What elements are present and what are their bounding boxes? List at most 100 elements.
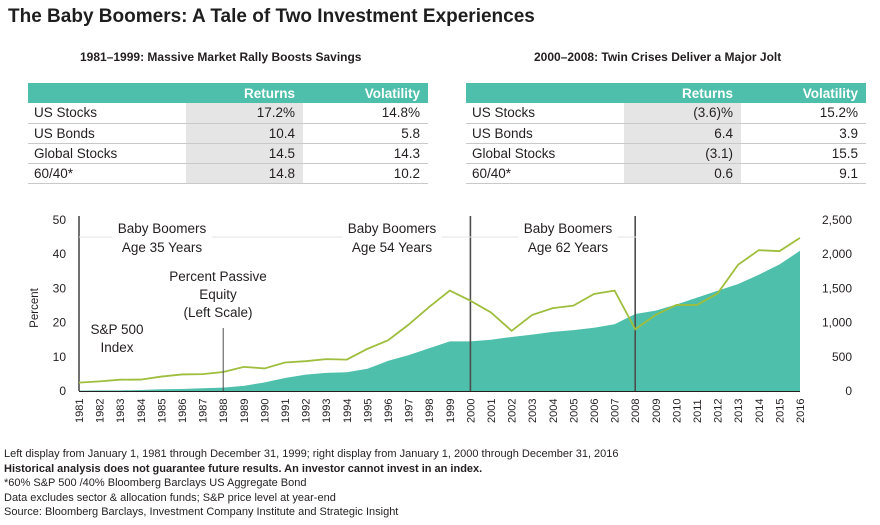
returns-cell: 6.4 — [624, 123, 741, 144]
x-axis-tick-label: 2012 — [713, 399, 725, 423]
row-label: US Bonds — [28, 123, 186, 144]
table-header-row: Returns Volatility — [466, 83, 866, 103]
x-axis-tick-label: 2001 — [486, 399, 498, 423]
boomer-age-35-label-background — [112, 219, 212, 261]
x-axis-tick-label: 1996 — [383, 399, 395, 423]
row-label: Global Stocks — [466, 143, 624, 164]
x-axis-tick-label: 1992 — [301, 399, 313, 423]
table-row: US Bonds 10.4 5.8 — [28, 123, 428, 144]
volatility-cell: 5.8 — [303, 123, 428, 144]
page-title: The Baby Boomers: A Tale of Two Investme… — [8, 6, 535, 27]
x-axis-tick-label: 2003 — [527, 399, 539, 423]
footnote-source: Source: Bloomberg Barclays, Investment C… — [4, 506, 399, 519]
left-axis-tick-label: 50 — [53, 213, 67, 227]
right-axis-tick-label: 2,500 — [822, 213, 852, 227]
table-header-row: Returns Volatility — [28, 83, 428, 103]
volatility-cell: 15.2% — [741, 103, 866, 124]
x-axis-tick-label: 2008 — [630, 399, 642, 423]
table-row: US Stocks 17.2% 14.8% — [28, 103, 428, 124]
x-axis-tick-label: 2015 — [774, 399, 786, 423]
x-axis-tick-label: 1994 — [342, 399, 354, 423]
volatility-cell: 15.5 — [741, 143, 866, 164]
x-axis-tick-label: 1995 — [362, 399, 374, 423]
table-row: US Stocks (3.6)% 15.2% — [466, 103, 866, 124]
table-row: Global Stocks 14.5 14.3 — [28, 143, 428, 164]
header-returns: Returns — [624, 83, 741, 103]
volatility-cell: 14.3 — [303, 143, 428, 164]
table-row: 60/40* 0.6 9.1 — [466, 163, 866, 184]
right-axis-tick-label: 1,500 — [822, 281, 852, 295]
table-panel-2000-2008: 2000–2008: Twin Crises Deliver a Major J… — [466, 50, 866, 184]
left-axis-title: Percent — [29, 287, 41, 327]
table-title: 2000–2008: Twin Crises Deliver a Major J… — [534, 50, 782, 64]
x-axis-tick-label: 1991 — [280, 399, 292, 423]
table-row: 60/40* 14.8 10.2 — [28, 163, 428, 184]
x-axis-tick-label: 2013 — [733, 399, 745, 423]
x-axis-tick-label: 2007 — [610, 399, 622, 423]
row-label: US Bonds — [466, 123, 624, 144]
x-axis-tick-label: 2006 — [589, 399, 601, 423]
x-axis-tick-label: 1999 — [445, 399, 457, 423]
boomer-age-54-label-text: Baby Boomers — [348, 221, 437, 236]
volatility-cell: 9.1 — [741, 163, 866, 184]
header-returns: Returns — [186, 83, 303, 103]
header-volatility: Volatility — [741, 83, 866, 103]
footnote-data-exclusion: Data excludes sector & allocation funds;… — [4, 491, 336, 504]
x-axis-tick-label: 1987 — [198, 399, 210, 423]
x-axis-tick-label: 2004 — [548, 399, 560, 423]
left-axis-tick-label: 20 — [53, 316, 67, 330]
row-label: 60/40* — [28, 163, 186, 184]
returns-cell: 14.5 — [186, 143, 303, 164]
header-label — [28, 83, 186, 103]
boomer-age-35-label-text: Age 35 Years — [122, 240, 203, 255]
table-row: US Bonds 6.4 3.9 — [466, 123, 866, 144]
row-label: Global Stocks — [28, 143, 186, 164]
passive-equity-label-text: Percent Passive — [169, 269, 267, 284]
x-axis-tick-label: 1981 — [74, 399, 86, 423]
x-axis-tick-label: 2009 — [651, 399, 663, 423]
x-axis-tick-label: 2005 — [568, 399, 580, 423]
boomer-age-35-label-text: Baby Boomers — [118, 221, 207, 236]
boomer-age-62-label-background — [518, 219, 618, 261]
sp500-label-text: S&P 500 — [90, 322, 143, 337]
right-axis-tick-label: 1,000 — [822, 316, 852, 330]
header-volatility: Volatility — [303, 83, 428, 103]
x-axis-tick-label: 1998 — [424, 399, 436, 423]
x-axis-tick-label: 1988 — [218, 399, 230, 423]
left-axis-tick-label: 10 — [53, 350, 67, 364]
returns-cell: (3.1) — [624, 143, 741, 164]
returns-cell: 14.8 — [186, 163, 303, 184]
x-axis-tick-label: 1986 — [177, 399, 189, 423]
left-axis-tick-label: 40 — [53, 247, 67, 261]
footnote-disclaimer: Historical analysis does not guarantee f… — [4, 462, 483, 475]
x-axis-tick-label: 1985 — [156, 399, 168, 423]
sp500-index-line — [78, 237, 801, 384]
x-axis-tick-label: 1983 — [115, 399, 127, 423]
volatility-cell: 10.2 — [303, 163, 428, 184]
row-label: US Stocks — [28, 103, 186, 124]
boomer-age-54-label-text: Age 54 Years — [352, 240, 433, 255]
x-axis-tick-label: 2014 — [754, 399, 766, 423]
x-axis-tick-label: 1989 — [239, 399, 251, 423]
returns-cell: (3.6)% — [624, 103, 741, 124]
row-label: US Stocks — [466, 103, 624, 124]
table-panel-1981-1999: 1981–1999: Massive Market Rally Boosts S… — [28, 50, 428, 184]
volatility-cell: 14.8% — [303, 103, 428, 124]
x-axis-tick-label: 2010 — [671, 399, 683, 423]
footnote-display-range: Left display from January 1, 1981 throug… — [4, 448, 619, 460]
volatility-cell: 3.9 — [741, 123, 866, 144]
returns-cell: 0.6 — [624, 163, 741, 184]
returns-cell: 10.4 — [186, 123, 303, 144]
x-axis-tick-label: 2016 — [795, 399, 807, 423]
footnote-6040-definition: *60% S&P 500 /40% Bloomberg Barclays US … — [4, 477, 307, 490]
right-axis-tick-label: 2,000 — [822, 247, 852, 261]
passive-equity-label-background — [156, 267, 280, 325]
passive-equity-area — [79, 250, 800, 391]
left-axis-tick-label: 0 — [59, 384, 66, 398]
table-title: 1981–1999: Massive Market Rally Boosts S… — [80, 50, 362, 64]
left-axis-tick-label: 30 — [53, 281, 67, 295]
right-axis-tick-label: 500 — [832, 350, 852, 364]
passive-equity-sp500-chart: 0102030405005001,0001,5002,0002,500Perce… — [29, 213, 852, 423]
returns-cell: 17.2% — [186, 103, 303, 124]
boomer-age-62-label-text: Age 62 Years — [528, 240, 609, 255]
